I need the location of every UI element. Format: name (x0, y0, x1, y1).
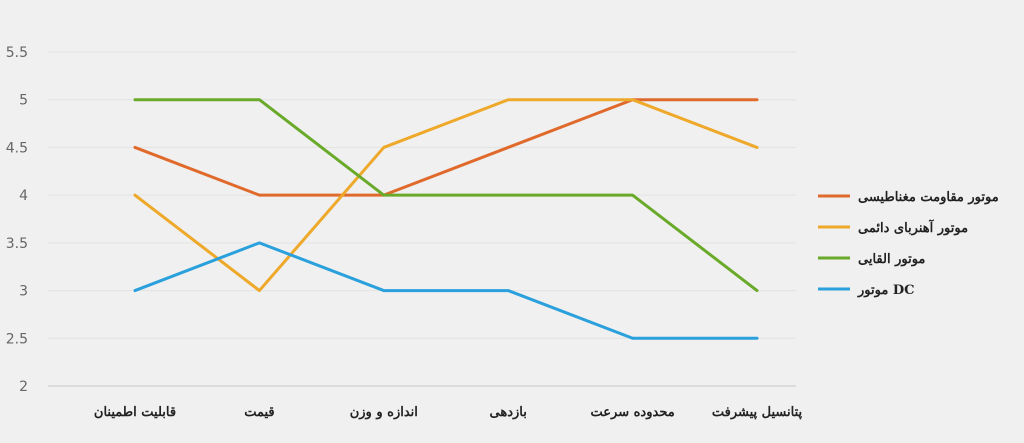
legend-label: موتور القایی (858, 252, 925, 267)
y-tick-label: 5.5 (6, 45, 28, 61)
y-tick-label: 4 (19, 188, 28, 204)
x-tick-label: پتانسیل پیشرفت (712, 405, 803, 420)
grid-lines (48, 51, 796, 387)
series-line (133, 98, 759, 197)
y-tick-label: 5 (19, 93, 28, 109)
x-tick-label: بازدهی (490, 405, 527, 420)
y-tick-label: 2.5 (6, 331, 28, 347)
y-tick-label: 3 (19, 284, 28, 300)
legend-label: موتور آهنربای دائمی (858, 219, 968, 236)
x-axis-ticks: قابلیت اطمینان قیمت اندازه و وزن بازدهی محدو… (94, 405, 803, 420)
legend-label: موتور DC (857, 283, 914, 298)
series-lines (133, 98, 759, 340)
x-tick-label: قابلیت اطمینان (94, 405, 176, 420)
legend: موتور مقاومت مغناطیسی موتور آهنربای دائمی… (818, 190, 999, 298)
x-tick-label: اندازه و وزن (350, 405, 418, 420)
series-line (133, 98, 759, 293)
series-line (133, 241, 759, 340)
y-tick-label: 2 (19, 379, 28, 395)
series-line (133, 98, 759, 293)
y-tick-label: 4.5 (6, 140, 28, 156)
x-tick-label: قیمت (244, 405, 274, 420)
x-tick-label: محدوده سرعت (591, 405, 675, 420)
y-tick-label: 3.5 (6, 236, 28, 252)
y-axis-ticks: 2 2.5 3 3.5 4 4.5 5 5.5 (6, 45, 28, 395)
legend-label: موتور مقاومت مغناطیسی (858, 190, 999, 205)
